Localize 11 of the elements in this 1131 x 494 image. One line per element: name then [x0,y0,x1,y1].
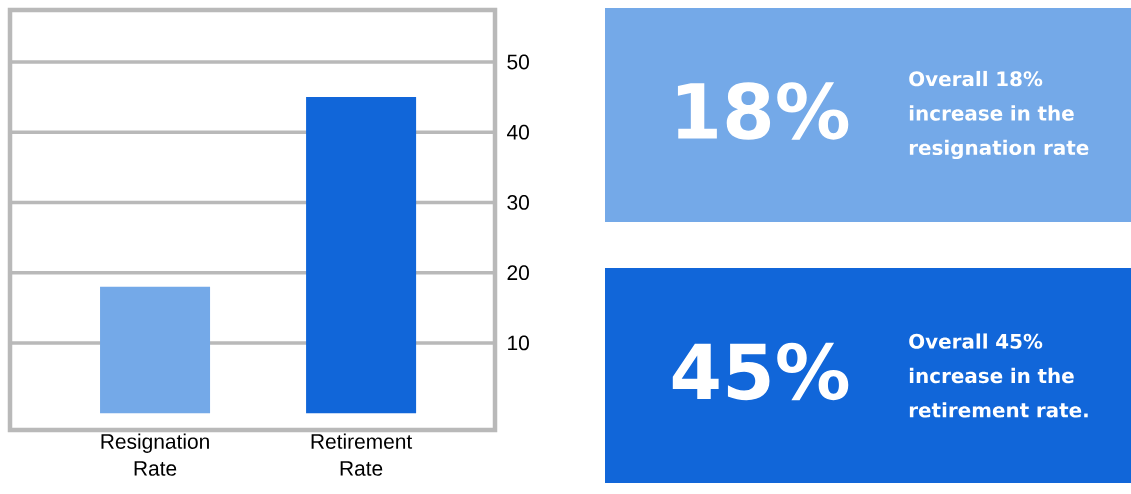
text: 45% [672,342,849,401]
text: Overall 18% increase in the resignation rate [909,70,1089,160]
y-tick-label: 40 [507,124,529,140]
text: 18% [677,82,849,140]
y-tick-label: 10 [508,335,529,351]
y-tick-label: 50 [507,54,529,70]
y-tick-label: 20 [507,265,529,281]
text: Overall 45% increase in the retirement rate. [909,333,1088,418]
x-tick-label: Retirement Rate [311,433,413,476]
y-tick-label: 30 [507,195,529,210]
x-tick-label: Resignation Rate [101,433,209,476]
